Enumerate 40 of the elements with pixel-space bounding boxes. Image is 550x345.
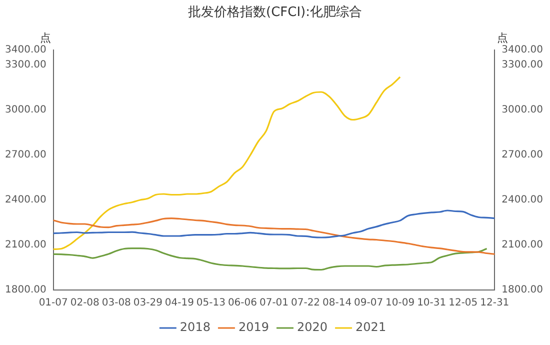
y2-tick-label: 3400.00 (502, 44, 544, 56)
x-tick-label: 09-07 (354, 298, 384, 309)
x-tick-label: 06-06 (228, 298, 258, 309)
y-axis-title: 点 (40, 31, 51, 44)
x-tick-label: 01-07 (38, 298, 68, 309)
y2-tick-label: 2700.00 (502, 150, 544, 161)
y-tick-label: 2100.00 (4, 240, 46, 251)
y-tick-label: 3400.00 (4, 44, 46, 56)
y2-tick-label: 2100.00 (502, 240, 544, 251)
x-tick-label: 12-31 (480, 298, 510, 309)
x-tick-label: 07-22 (290, 298, 320, 309)
line-series (52, 218, 496, 255)
x-tick-label: 03-29 (133, 298, 162, 309)
y-tick-label: 3000.00 (4, 104, 46, 116)
line-series (52, 76, 401, 250)
y-tick-label: 1800.00 (4, 284, 46, 296)
y2-axis-title: 点 (497, 31, 508, 44)
x-tick-label: 04-19 (164, 298, 194, 309)
y2-tick-label: 2400.00 (502, 194, 544, 206)
legend-label: 2019 (238, 320, 270, 334)
y2-tick-label: 1800.00 (502, 284, 544, 296)
chart-title: 批发价格指数(CFCI):化肥综合 (187, 4, 363, 22)
legend-label: 2021 (356, 320, 386, 334)
x-tick-label: 07-01 (259, 298, 289, 309)
y2-tick-label: 3300.00 (502, 60, 544, 71)
line-series (52, 210, 496, 238)
y-tick-label: 3300.00 (4, 60, 46, 71)
x-tick-label: 12-05 (448, 298, 478, 309)
x-tick-label: 10-09 (386, 298, 415, 309)
y-tick-label: 2400.00 (4, 194, 46, 206)
x-tick-label: 05-13 (196, 298, 226, 309)
x-tick-label: 08-14 (322, 298, 352, 309)
x-tick-label: 10-31 (417, 298, 446, 309)
x-tick-label: 02-08 (70, 298, 100, 309)
y2-tick-label: 3000.00 (502, 104, 544, 116)
x-tick-label: 03-08 (102, 298, 131, 309)
legend-label: 2020 (297, 320, 328, 334)
legend-label: 2018 (180, 320, 210, 334)
y-tick-label: 2700.00 (4, 150, 46, 161)
line-series (52, 248, 488, 271)
